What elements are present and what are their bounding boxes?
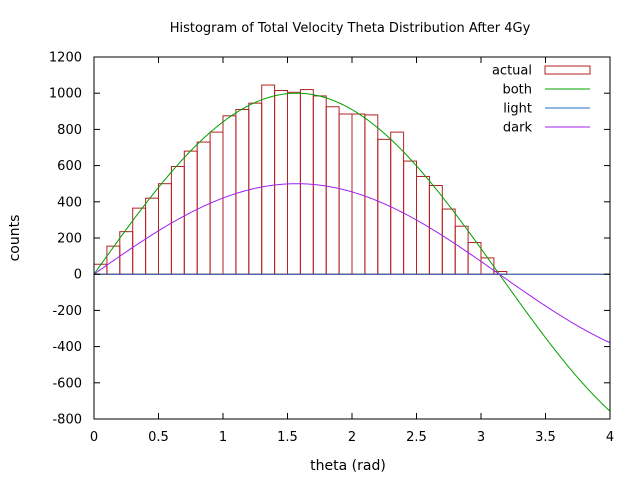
x-tick-label: 1 bbox=[219, 430, 227, 445]
histogram-bar bbox=[299, 89, 314, 275]
x-tick-label: 0.5 bbox=[148, 430, 169, 445]
x-axis-label: theta (rad) bbox=[310, 458, 386, 474]
histogram-bar bbox=[428, 185, 443, 275]
histogram-bar bbox=[261, 84, 276, 275]
histogram-bar bbox=[325, 106, 340, 275]
histogram-bar bbox=[454, 225, 469, 275]
histogram-bar bbox=[119, 231, 134, 275]
x-tick-label: 1.5 bbox=[277, 430, 298, 445]
legend-label-light: light bbox=[503, 102, 532, 117]
y-axis-label: counts bbox=[7, 215, 23, 262]
histogram-bar bbox=[364, 114, 379, 275]
histogram-bar bbox=[209, 131, 224, 275]
x-tick-label: 2 bbox=[348, 430, 356, 445]
histogram-bar bbox=[416, 175, 430, 275]
histogram-bar bbox=[467, 242, 482, 275]
y-tick-label: 400 bbox=[57, 195, 82, 210]
legend-label-both: both bbox=[502, 83, 532, 98]
histogram-bar bbox=[145, 197, 160, 275]
histogram-bars bbox=[93, 84, 610, 275]
histogram-bar bbox=[222, 115, 237, 275]
y-tick-label: -600 bbox=[52, 376, 82, 391]
y-tick-label: 1000 bbox=[49, 87, 82, 102]
y-tick-label: 800 bbox=[57, 123, 82, 138]
legend-swatch-actual bbox=[544, 65, 591, 75]
y-tick-label: 0 bbox=[74, 268, 82, 283]
y-tick-label: 600 bbox=[57, 159, 82, 174]
x-axis-ticks: 0 0.5 1 1.5 2 2.5 3 3.5 4 bbox=[90, 57, 614, 445]
legend-label-dark: dark bbox=[503, 121, 533, 136]
y-tick-label: 1200 bbox=[49, 51, 82, 66]
histogram-bar bbox=[170, 166, 185, 275]
histogram-bar bbox=[274, 89, 289, 275]
x-tick-label: 3 bbox=[477, 430, 485, 445]
legend: actual both light dark bbox=[492, 64, 591, 136]
histogram-bar bbox=[377, 138, 392, 275]
series-line-dark bbox=[93, 183, 611, 344]
y-tick-label: 200 bbox=[57, 232, 82, 247]
histogram-bar bbox=[158, 183, 172, 275]
x-tick-label: 4 bbox=[606, 430, 614, 445]
y-tick-label: -800 bbox=[52, 413, 82, 428]
x-tick-label: 3.5 bbox=[535, 430, 556, 445]
series-line-both bbox=[93, 92, 611, 412]
y-tick-label: -200 bbox=[52, 304, 82, 319]
histogram-bar bbox=[403, 160, 418, 275]
y-axis-ticks: -800 -600 -400 -200 0 200 400 600 800 1000 1200 bbox=[49, 51, 610, 428]
curves bbox=[93, 92, 611, 412]
histogram-bar bbox=[441, 208, 456, 275]
y-tick-label: -400 bbox=[52, 340, 82, 355]
histogram-bar bbox=[390, 131, 405, 275]
histogram-bar bbox=[338, 113, 353, 275]
legend-label-actual: actual bbox=[492, 64, 532, 79]
x-tick-label: 2.5 bbox=[406, 430, 427, 445]
chart-title: Histogram of Total Velocity Theta Distri… bbox=[170, 21, 531, 36]
x-tick-label: 0 bbox=[90, 430, 98, 445]
